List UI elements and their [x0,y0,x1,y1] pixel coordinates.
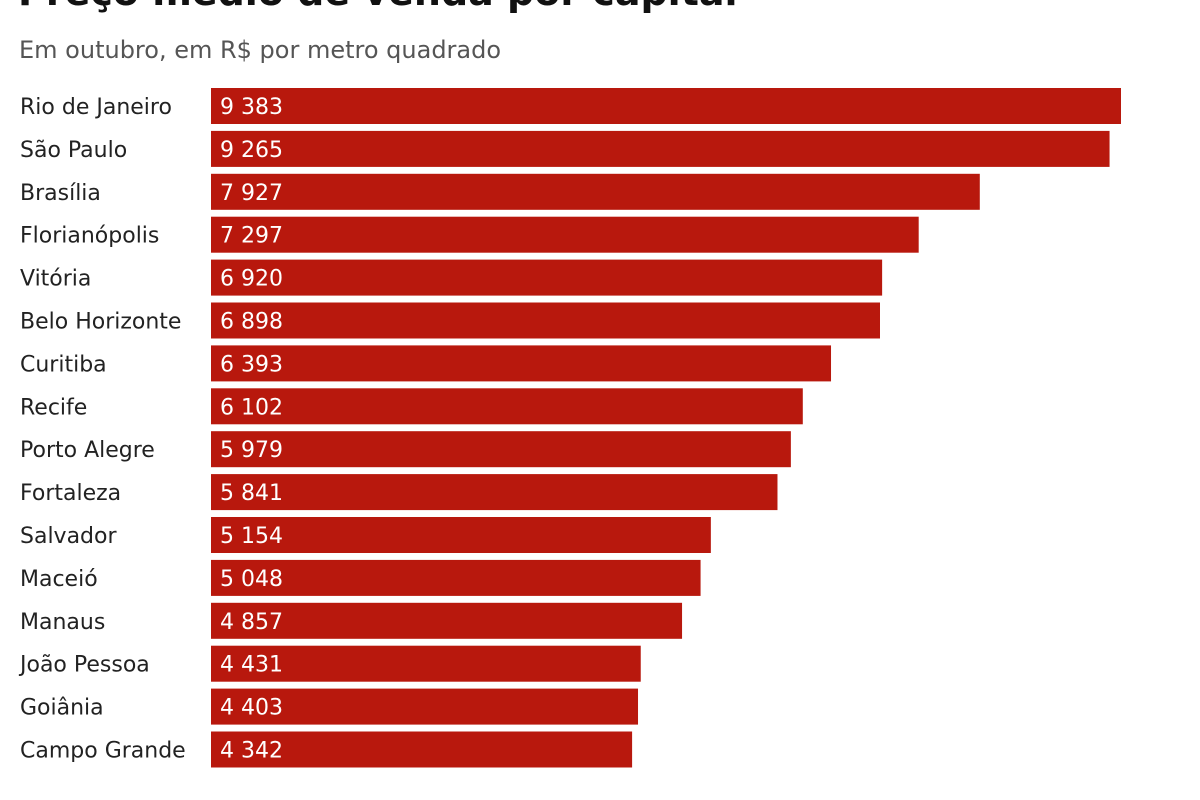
bar [211,474,778,511]
chart-title: Preço médio de venda por capital [18,0,738,14]
chart-subtitle: Em outubro, em R$ por metro quadrado [19,36,502,64]
data-label: 4 857 [220,610,283,635]
category-label: Fortaleza [20,481,121,506]
category-label: Manaus [20,610,105,635]
category-label: Goiânia [20,696,104,721]
category-label: Porto Alegre [20,438,155,463]
category-label: São Paulo [20,138,127,163]
category-label: Vitória [20,267,91,292]
data-label: 6 920 [220,267,283,292]
category-label: Recife [20,395,87,420]
category-label: Salvador [20,524,117,549]
bar [211,130,1110,167]
bar [211,302,880,339]
bar [211,88,1121,124]
data-label: 6 898 [220,310,283,335]
category-label: Campo Grande [20,739,186,764]
category-label: Rio de Janeiro [20,95,172,120]
data-label: 6 393 [220,352,283,377]
bar [211,688,639,725]
bar [211,517,711,553]
bar [211,259,883,296]
bar [211,559,701,596]
category-label: Maceió [20,567,98,592]
category-label: Curitiba [20,352,107,377]
category-label: Florianópolis [20,224,159,249]
data-label: 9 383 [220,95,283,120]
data-label: 7 297 [220,224,283,249]
data-label: 4 342 [220,739,283,764]
data-label: 4 403 [220,696,283,721]
bar [211,602,683,639]
bar [211,173,980,210]
bar [211,345,832,382]
data-label: 5 048 [220,567,283,592]
data-label: 9 265 [220,138,283,163]
bar [211,645,641,682]
data-label: 6 102 [220,395,283,420]
data-label: 5 154 [220,524,283,549]
category-label: Brasília [20,181,101,206]
category-label: Belo Horizonte [20,310,181,335]
bar [211,388,803,425]
bar [211,431,791,468]
data-label: 5 979 [220,438,283,463]
bar [211,216,919,253]
data-label: 7 927 [220,181,283,206]
category-label: João Pessoa [18,653,150,678]
bar [211,731,633,768]
data-label: 5 841 [220,481,283,506]
data-label: 4 431 [220,653,283,678]
